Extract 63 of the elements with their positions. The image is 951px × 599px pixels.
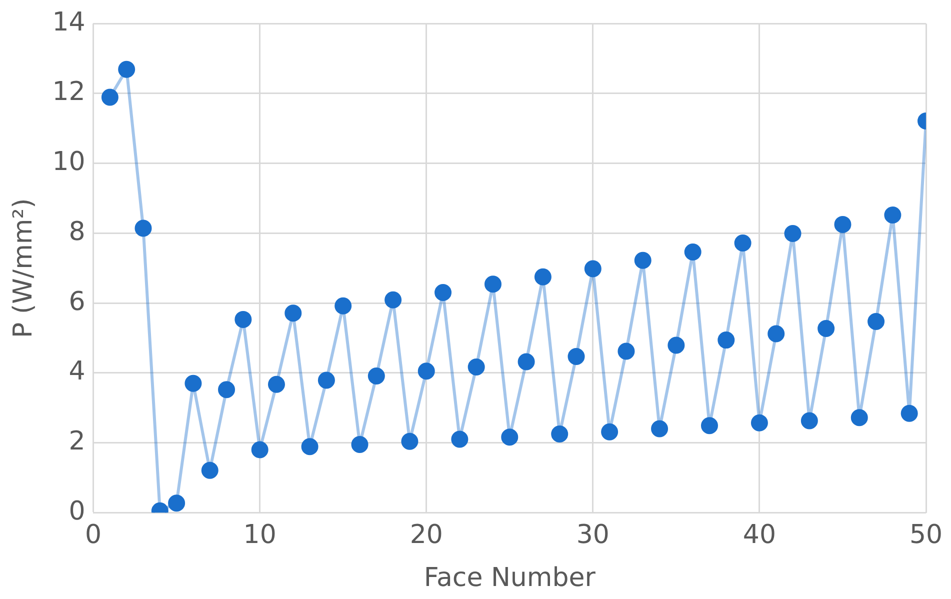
point	[301, 438, 318, 456]
y-tick-label: 12	[52, 77, 86, 108]
point	[101, 88, 118, 106]
point	[718, 332, 735, 349]
point	[318, 372, 335, 389]
y-axis-title: P (W/mm²)	[8, 198, 38, 338]
point	[868, 313, 885, 330]
point	[651, 420, 668, 438]
point	[818, 320, 835, 338]
point	[634, 252, 652, 269]
y-tick-label: 8	[68, 216, 86, 247]
x-tick-label: 20	[410, 520, 443, 550]
point	[468, 358, 485, 376]
y-tick-label: 14	[52, 7, 86, 38]
point	[700, 417, 718, 434]
y-tick-label: 6	[68, 286, 86, 317]
point	[168, 494, 186, 512]
x-axis-title: Face Number	[424, 563, 596, 594]
point	[251, 441, 268, 458]
point	[484, 276, 502, 293]
point	[534, 268, 552, 286]
x-tick-label: 50	[909, 520, 943, 550]
point	[784, 225, 802, 242]
point	[618, 342, 635, 360]
point	[351, 436, 368, 453]
point	[601, 423, 618, 440]
point	[750, 414, 768, 432]
x-tick-label: 10	[243, 520, 276, 550]
point	[584, 260, 602, 278]
point	[334, 297, 352, 314]
point	[384, 291, 402, 308]
point	[418, 362, 435, 380]
y-tick-label: 0	[68, 496, 86, 526]
point	[134, 220, 152, 237]
y-tick-label: 4	[68, 356, 86, 387]
point	[284, 304, 302, 322]
y-tick-label: 2	[68, 426, 86, 456]
x-tick-label: 30	[576, 520, 610, 550]
point	[551, 426, 568, 443]
point	[800, 412, 818, 430]
x-tick-label: 40	[742, 520, 776, 550]
point	[451, 430, 468, 448]
point	[668, 336, 685, 354]
point	[234, 310, 252, 328]
point	[684, 244, 702, 261]
point	[734, 234, 752, 252]
point	[184, 374, 202, 392]
point	[768, 325, 785, 342]
point	[568, 348, 585, 365]
point	[501, 428, 518, 446]
point	[518, 353, 535, 370]
point	[218, 381, 236, 398]
point	[834, 216, 852, 233]
point	[434, 284, 452, 302]
point	[368, 368, 385, 385]
point	[850, 409, 868, 426]
point	[884, 206, 902, 224]
y-tick-label: 10	[52, 147, 86, 178]
point	[201, 462, 218, 479]
point	[118, 60, 136, 78]
point	[401, 432, 418, 450]
point	[268, 376, 285, 393]
point	[900, 404, 918, 422]
